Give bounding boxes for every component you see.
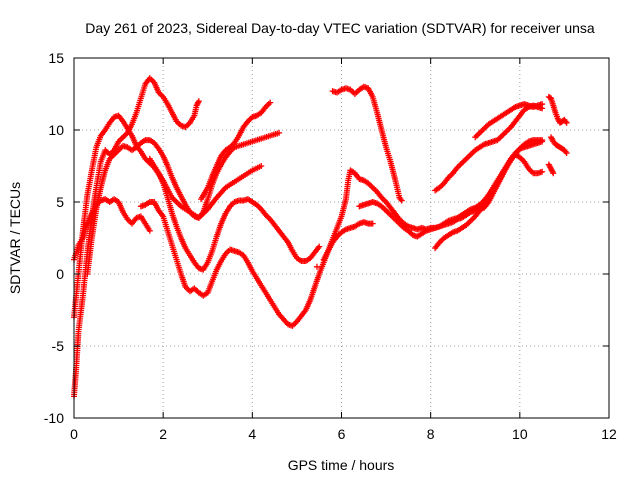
y-axis-tick-labels: -10 -5 0 5 10 15 [44,50,64,426]
x-axis-label: GPS time / hours [288,457,395,473]
data-point [398,197,405,204]
series-track-4 [84,137,265,277]
data-point [550,170,557,177]
x-tick-label: 2 [159,426,167,442]
data-point [539,168,546,175]
data-point [313,263,320,270]
series-track-12 [432,137,546,252]
series-track-5 [198,99,274,203]
y-axis-label: SDTVAR / TECUs [7,182,23,294]
series-track-15 [545,93,570,126]
series-track-11 [356,151,546,240]
y-tick-label: 15 [48,50,64,66]
y-tick-label: -10 [44,410,64,426]
data-point [539,101,546,108]
chart-title: Day 261 of 2023, Sidereal Day-to-day VTE… [85,20,595,36]
y-tick-label: 5 [56,194,64,210]
series-track-16 [548,134,570,157]
data-point [563,119,570,126]
data-point [146,227,153,234]
y-tick-label: 0 [56,266,64,282]
data-point [276,129,283,136]
series-track-10 [329,83,405,204]
y-tick-label: -5 [52,338,65,354]
grid-lines [74,58,609,418]
y-tick-label: 10 [48,122,64,138]
data-point [316,243,323,250]
x-tick-label: 10 [512,426,528,442]
x-tick-label: 0 [70,426,78,442]
data-point [539,137,546,144]
data-point [258,163,265,169]
x-tick-label: 8 [427,426,435,442]
series-track-8 [313,263,320,270]
x-tick-label: 6 [338,426,346,442]
data-point [195,98,202,105]
series-track-9 [320,219,376,263]
axis-ticks [73,57,610,419]
x-tick-label: 4 [248,426,256,442]
data-point [267,99,274,106]
data-point [369,220,376,227]
series-track-14 [472,101,546,141]
series-track-7 [146,155,323,273]
data-point [563,150,570,157]
x-tick-label: 12 [601,426,617,442]
series-track-17 [545,161,557,177]
series-track-2 [71,112,283,321]
data-points [71,75,570,400]
x-axis-tick-labels: 0 2 4 6 8 10 12 [70,426,617,442]
